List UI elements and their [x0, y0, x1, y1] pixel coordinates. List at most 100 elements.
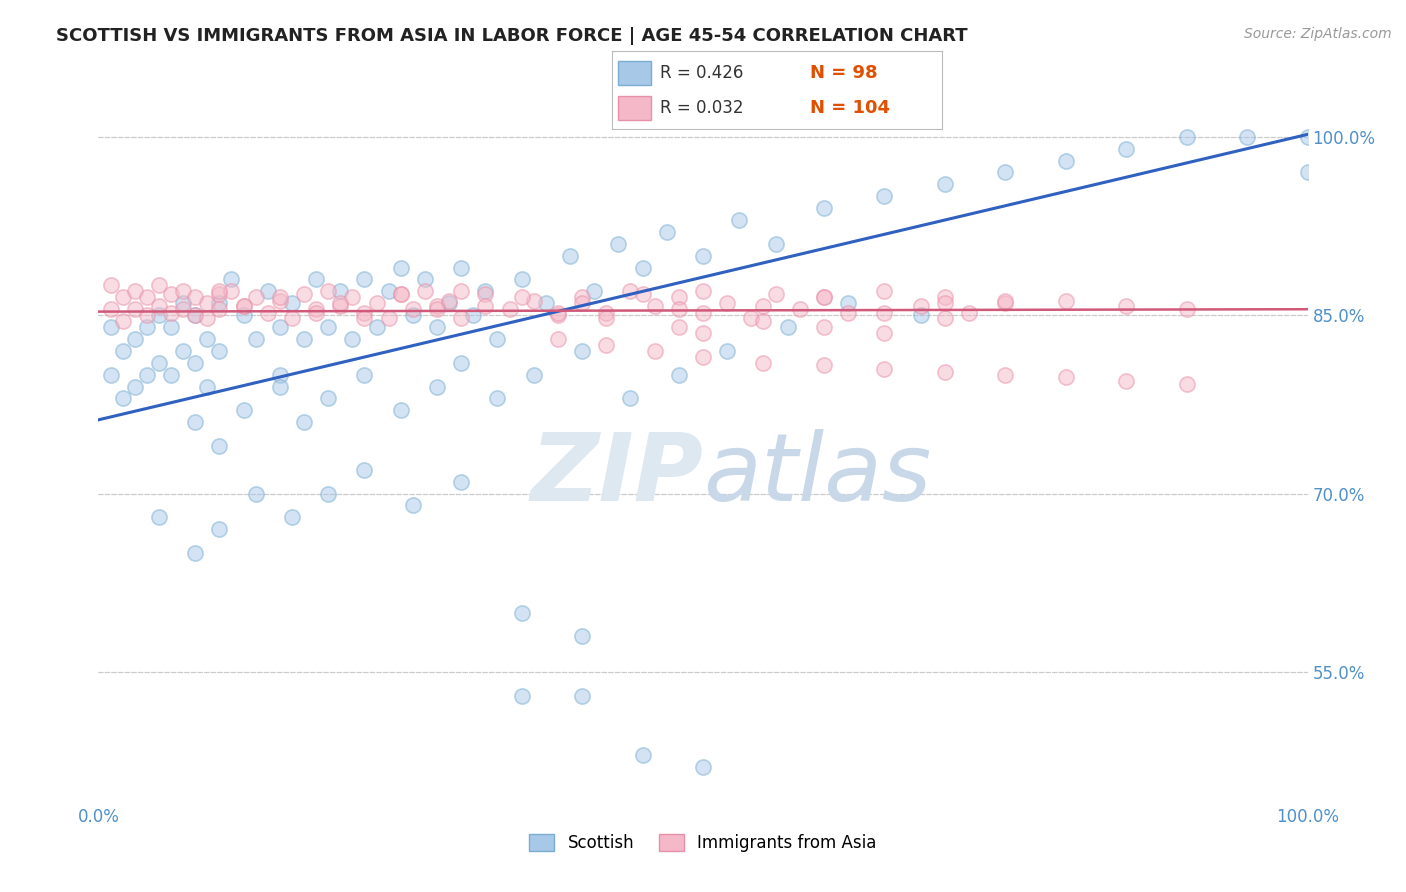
Point: [450, 260, 472, 275]
Point: [547, 308, 569, 322]
Point: [353, 306, 375, 320]
Point: [135, 368, 157, 382]
Point: [873, 326, 896, 340]
Point: [184, 356, 207, 370]
FancyBboxPatch shape: [619, 96, 651, 120]
Point: [148, 299, 170, 313]
Point: [934, 365, 956, 379]
Point: [837, 296, 859, 310]
Text: Source: ZipAtlas.com: Source: ZipAtlas.com: [1244, 27, 1392, 41]
Point: [269, 379, 291, 393]
Point: [523, 368, 546, 382]
Point: [160, 368, 183, 382]
Point: [426, 299, 449, 313]
Point: [1115, 374, 1137, 388]
Point: [934, 310, 956, 325]
Point: [510, 689, 533, 703]
Point: [547, 332, 569, 346]
Point: [523, 293, 546, 308]
Point: [124, 379, 146, 393]
Point: [571, 343, 593, 358]
Point: [124, 332, 146, 346]
Text: atlas: atlas: [703, 429, 931, 520]
Point: [910, 299, 932, 313]
Point: [994, 296, 1017, 310]
Point: [377, 310, 399, 325]
Point: [353, 272, 375, 286]
Point: [281, 296, 304, 310]
Point: [100, 302, 122, 317]
Point: [148, 278, 170, 293]
Point: [1175, 377, 1198, 392]
Point: [195, 310, 218, 325]
Point: [655, 225, 678, 239]
Point: [124, 302, 146, 317]
Text: N = 104: N = 104: [810, 99, 890, 117]
Point: [1054, 153, 1077, 168]
Point: [619, 285, 641, 299]
Point: [873, 285, 896, 299]
Point: [644, 343, 666, 358]
Point: [752, 299, 775, 313]
Point: [668, 368, 690, 382]
Point: [245, 290, 267, 304]
Point: [305, 306, 328, 320]
Point: [124, 285, 146, 299]
Point: [100, 368, 122, 382]
Point: [389, 403, 412, 417]
Point: [329, 299, 352, 313]
Text: SCOTTISH VS IMMIGRANTS FROM ASIA IN LABOR FORCE | AGE 45-54 CORRELATION CHART: SCOTTISH VS IMMIGRANTS FROM ASIA IN LABO…: [56, 27, 967, 45]
Point: [402, 499, 425, 513]
Point: [232, 403, 254, 417]
Point: [111, 290, 134, 304]
Point: [221, 285, 243, 299]
Point: [498, 302, 520, 317]
Point: [813, 290, 835, 304]
Point: [232, 299, 254, 313]
Legend: Scottish, Immigrants from Asia: Scottish, Immigrants from Asia: [523, 827, 883, 859]
Point: [148, 308, 170, 322]
Point: [366, 320, 388, 334]
Point: [765, 286, 787, 301]
Point: [1296, 165, 1319, 179]
Point: [184, 308, 207, 322]
Point: [160, 320, 183, 334]
Point: [571, 296, 593, 310]
Point: [728, 213, 751, 227]
Point: [1054, 370, 1077, 384]
Point: [377, 285, 399, 299]
Point: [994, 293, 1017, 308]
Point: [1296, 129, 1319, 144]
Point: [402, 308, 425, 322]
Point: [292, 415, 315, 429]
Point: [305, 272, 328, 286]
Point: [208, 302, 231, 317]
Point: [789, 302, 811, 317]
Point: [607, 236, 630, 251]
Point: [437, 293, 460, 308]
Point: [184, 290, 207, 304]
Point: [474, 299, 496, 313]
Point: [450, 310, 472, 325]
Point: [873, 361, 896, 376]
FancyBboxPatch shape: [619, 61, 651, 85]
Point: [934, 296, 956, 310]
Point: [595, 306, 617, 320]
Point: [245, 486, 267, 500]
Point: [631, 286, 654, 301]
Point: [292, 286, 315, 301]
Point: [571, 290, 593, 304]
Point: [510, 606, 533, 620]
Point: [716, 343, 738, 358]
Point: [160, 286, 183, 301]
Point: [342, 332, 364, 346]
Point: [692, 306, 714, 320]
Point: [692, 350, 714, 364]
Point: [184, 546, 207, 560]
Point: [873, 306, 896, 320]
Point: [195, 296, 218, 310]
Point: [437, 296, 460, 310]
Point: [111, 343, 134, 358]
Point: [692, 285, 714, 299]
Point: [934, 178, 956, 192]
